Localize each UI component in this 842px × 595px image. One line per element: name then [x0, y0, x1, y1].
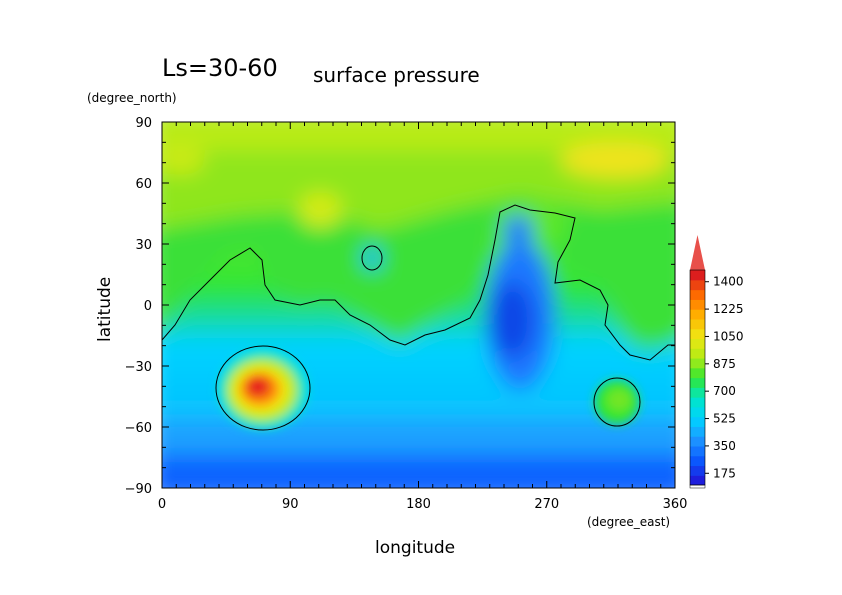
colorbar-swatch: [690, 357, 705, 369]
colorbar-swatch: [690, 465, 705, 476]
y-tick-label: 60: [135, 177, 152, 192]
y-tick-label: −60: [125, 421, 152, 436]
colorbar-swatch: [690, 299, 705, 310]
colorbar-under-swatch: [689, 484, 706, 489]
colorbar-swatch: [690, 318, 705, 330]
x-tick-label: 270: [534, 497, 559, 512]
y-axis-label: latitude: [95, 277, 115, 342]
y-tick-label: −90: [125, 482, 152, 497]
y-tick-label: 0: [144, 299, 152, 314]
colorbar-swatch: [690, 367, 705, 379]
colorbar-swatch: [690, 387, 705, 398]
y-tick-label: −30: [125, 360, 152, 375]
colorbar-swatch: [690, 289, 705, 300]
y-tick-label: 30: [135, 238, 152, 253]
colorbar-swatch: [690, 338, 705, 349]
x-tick-label: 0: [158, 497, 166, 512]
x-tick-label: 180: [406, 497, 431, 512]
colorbar-swatch: [690, 377, 705, 388]
colorbar-label: 1050: [713, 329, 744, 343]
y-tick-labels: 90 60 30 0 −30 −60 −90: [125, 116, 152, 497]
colorbar-swatch: [690, 475, 705, 486]
colorbar-labels: 175 350 525 700 875 1050 1225 1400: [705, 275, 744, 480]
colorbar-label: 350: [713, 439, 736, 453]
colorbar-label: 875: [713, 357, 736, 371]
x-tick-label: 360: [663, 497, 688, 512]
colorbar-swatch: [690, 445, 705, 457]
colorbar-swatch: [690, 328, 705, 340]
colorbar-swatch: [690, 406, 705, 418]
chart-title-period: Ls=30-60: [162, 54, 278, 82]
colorbar-swatch: [690, 416, 705, 427]
colorbar-swatch: [690, 309, 705, 320]
y-tick-label: 90: [135, 116, 152, 131]
colorbar-label: 700: [713, 384, 736, 398]
colorbar-swatch: [690, 270, 705, 281]
colorbar-swatch: [690, 436, 705, 447]
colorbar-swatch: [690, 426, 705, 437]
chart-title: surface pressure: [313, 63, 480, 87]
pressure-field: [162, 122, 675, 488]
colorbar-swatch: [690, 279, 705, 291]
x-unit-label: (degree_east): [587, 515, 670, 529]
colorbar: [689, 235, 706, 489]
y-unit-label: (degree_north): [87, 91, 177, 105]
colorbar-label: 525: [713, 412, 736, 426]
colorbar-swatch: [690, 455, 705, 467]
colorbar-label: 175: [713, 466, 736, 480]
colorbar-swatch: [690, 348, 705, 359]
x-tick-labels: 0 90 180 270 360: [158, 497, 688, 512]
x-tick-label: 90: [282, 497, 299, 512]
colorbar-label: 1225: [713, 302, 744, 316]
x-axis-label: longitude: [375, 538, 455, 558]
colorbar-frame: [689, 269, 706, 486]
colorbar-label: 1400: [713, 275, 744, 289]
colorbar-swatch: [690, 397, 705, 408]
colorbar-over-arrow: [690, 235, 705, 270]
axis-ticks: [161, 121, 676, 489]
